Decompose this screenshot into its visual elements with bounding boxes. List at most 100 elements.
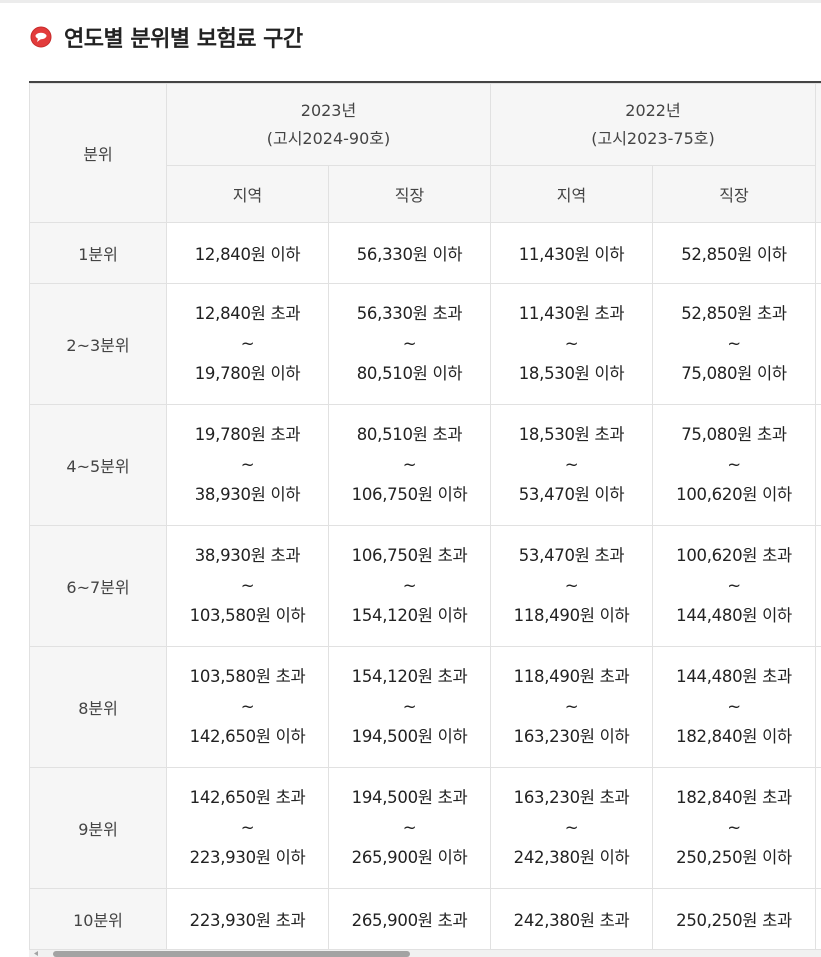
premium-cell: 11,430원 이하 <box>490 222 653 284</box>
overflow-column-cell <box>815 222 821 284</box>
range-tilde: ~ <box>564 818 579 837</box>
section-heading: 연도별 분위별 보험료 구간 <box>30 20 303 54</box>
horizontal-scrollbar-thumb[interactable] <box>53 951 410 957</box>
table-row: 10분위 223,930원 초과 265,900원 초과 242,380원 초과 250… <box>29 888 821 950</box>
range-to: 38,930원 이하 <box>194 485 301 504</box>
range-from: 154,120원 초과 <box>351 667 468 686</box>
premium-cell: 38,930원 초과 ~103,580원 이하 <box>166 525 329 647</box>
range-from: 103,580원 초과 <box>189 667 306 686</box>
table-row: 8분위 103,580원 초과 ~142,650원 이하 154,120원 초과 ~19… <box>29 646 821 768</box>
sub-header-workplace: 직장 <box>328 165 491 223</box>
premium-cell: 18,530원 초과 ~53,470원 이하 <box>490 404 653 526</box>
premium-cell: 194,500원 초과 ~265,900원 이하 <box>328 767 491 889</box>
range-from: 56,330원 초과 <box>356 304 463 323</box>
premium-cell: 12,840원 초과 ~19,780원 이하 <box>166 283 329 405</box>
range-from: 80,510원 초과 <box>356 425 463 444</box>
premium-cell: 182,840원 초과 ~250,250원 이하 <box>652 767 816 889</box>
range-to: 100,620원 이하 <box>676 485 792 504</box>
quantile-label: 1분위 <box>29 222 167 284</box>
year-header-2023: 2023년 (고시2024-90호) <box>166 83 491 166</box>
range-to: 154,120원 이하 <box>351 606 468 625</box>
range-to: 103,580원 이하 <box>189 606 306 625</box>
notice-label: (고시2023-75호) <box>591 128 715 148</box>
range-to: 265,900원 이하 <box>351 848 468 867</box>
premium-cell: 154,120원 초과 ~194,500원 이하 <box>328 646 491 768</box>
range-from: 38,930원 초과 <box>194 546 301 565</box>
quantile-label: 4~5분위 <box>29 404 167 526</box>
red-circle-bullet-icon <box>30 26 52 48</box>
range-from: 182,840원 초과 <box>676 788 792 807</box>
premium-cell: 80,510원 초과 ~106,750원 이하 <box>328 404 491 526</box>
range-from: 53,470원 초과 <box>518 546 625 565</box>
premium-cell: 103,580원 초과 ~142,650원 이하 <box>166 646 329 768</box>
table-row: 1분위 12,840원 이하 56,330원 이하 11,430원 이하 52,850원… <box>29 222 821 284</box>
scroll-left-arrow-icon[interactable] <box>29 950 45 957</box>
range-tilde: ~ <box>564 576 579 595</box>
premium-cell: 75,080원 초과 ~100,620원 이하 <box>652 404 816 526</box>
range-tilde: ~ <box>240 455 255 474</box>
premium-cell: 250,250원 초과 <box>652 888 816 950</box>
table-row: 2~3분위 12,840원 초과 ~19,780원 이하 56,330원 초과 ~80,… <box>29 283 821 405</box>
range-to: 194,500원 이하 <box>351 727 468 746</box>
premium-cell: 56,330원 이하 <box>328 222 491 284</box>
range-to: 106,750원 이하 <box>351 485 468 504</box>
overflow-column-cell <box>815 767 821 889</box>
premium-cell: 142,650원 초과 ~223,930원 이하 <box>166 767 329 889</box>
overflow-column-cell <box>815 525 821 647</box>
premium-range-table: 분위 2023년 (고시2024-90호) 2022년 (고시2023-75호)… <box>29 83 821 950</box>
quantile-label: 10분위 <box>29 888 167 950</box>
premium-cell: 11,430원 초과 ~18,530원 이하 <box>490 283 653 405</box>
premium-cell: 12,840원 이하 <box>166 222 329 284</box>
premium-cell: 265,900원 초과 <box>328 888 491 950</box>
premium-cell: 52,850원 이하 <box>652 222 816 284</box>
table-row: 6~7분위 38,930원 초과 ~103,580원 이하 106,750원 초과 ~1… <box>29 525 821 647</box>
page-title: 연도별 분위별 보험료 구간 <box>64 27 303 52</box>
range-tilde: ~ <box>727 697 741 716</box>
range-to: 53,470원 이하 <box>518 485 625 504</box>
overflow-column-cell <box>815 646 821 768</box>
range-tilde: ~ <box>727 455 741 474</box>
range-from: 144,480원 초과 <box>676 667 792 686</box>
premium-cell: 163,230원 초과 ~242,380원 이하 <box>490 767 653 889</box>
premium-table-container[interactable]: 분위 2023년 (고시2024-90호) 2022년 (고시2023-75호)… <box>29 81 821 951</box>
range-to: 118,490원 이하 <box>513 606 630 625</box>
range-to: 19,780원 이하 <box>194 364 301 383</box>
horizontal-scrollbar-track[interactable] <box>29 950 821 957</box>
range-tilde: ~ <box>402 334 417 353</box>
header-row-types: 지역 직장 지역 직장 <box>30 165 821 223</box>
range-tilde: ~ <box>402 576 417 595</box>
range-to: 18,530원 이하 <box>518 364 625 383</box>
premium-cell: 223,930원 초과 <box>166 888 329 950</box>
range-tilde: ~ <box>240 576 255 595</box>
premium-cell: 52,850원 초과 ~75,080원 이하 <box>652 283 816 405</box>
table-row: 4~5분위 19,780원 초과 ~38,930원 이하 80,510원 초과 ~106… <box>29 404 821 526</box>
range-to: 182,840원 이하 <box>676 727 792 746</box>
quantile-label: 2~3분위 <box>29 283 167 405</box>
range-to: 242,380원 이하 <box>513 848 630 867</box>
range-tilde: ~ <box>727 576 741 595</box>
quantile-label: 8분위 <box>29 646 167 768</box>
range-to: 144,480원 이하 <box>676 606 792 625</box>
table-body: 1분위 12,840원 이하 56,330원 이하 11,430원 이하 52,850원… <box>29 222 821 950</box>
premium-cell: 100,620원 초과 ~144,480원 이하 <box>652 525 816 647</box>
premium-cell: 19,780원 초과 ~38,930원 이하 <box>166 404 329 526</box>
range-tilde: ~ <box>402 455 417 474</box>
year-header-2022: 2022년 (고시2023-75호) <box>490 83 816 166</box>
range-from: 11,430원 초과 <box>518 304 625 323</box>
range-from: 118,490원 초과 <box>513 667 630 686</box>
sub-header-region: 지역 <box>490 165 653 223</box>
premium-cell: 118,490원 초과 ~163,230원 이하 <box>490 646 653 768</box>
table-row: 9분위 142,650원 초과 ~223,930원 이하 194,500원 초과 ~26… <box>29 767 821 889</box>
range-from: 19,780원 초과 <box>194 425 301 444</box>
range-tilde: ~ <box>240 818 255 837</box>
range-from: 106,750원 초과 <box>351 546 468 565</box>
header-row-years: 분위 2023년 (고시2024-90호) 2022년 (고시2023-75호) <box>29 83 821 223</box>
range-tilde: ~ <box>564 334 579 353</box>
range-to: 75,080원 이하 <box>681 364 787 383</box>
range-tilde: ~ <box>564 697 579 716</box>
quantile-label: 6~7분위 <box>29 525 167 647</box>
range-to: 80,510원 이하 <box>356 364 463 383</box>
sub-header-region: 지역 <box>166 165 329 223</box>
premium-cell: 56,330원 초과 ~80,510원 이하 <box>328 283 491 405</box>
range-to: 142,650원 이하 <box>189 727 306 746</box>
